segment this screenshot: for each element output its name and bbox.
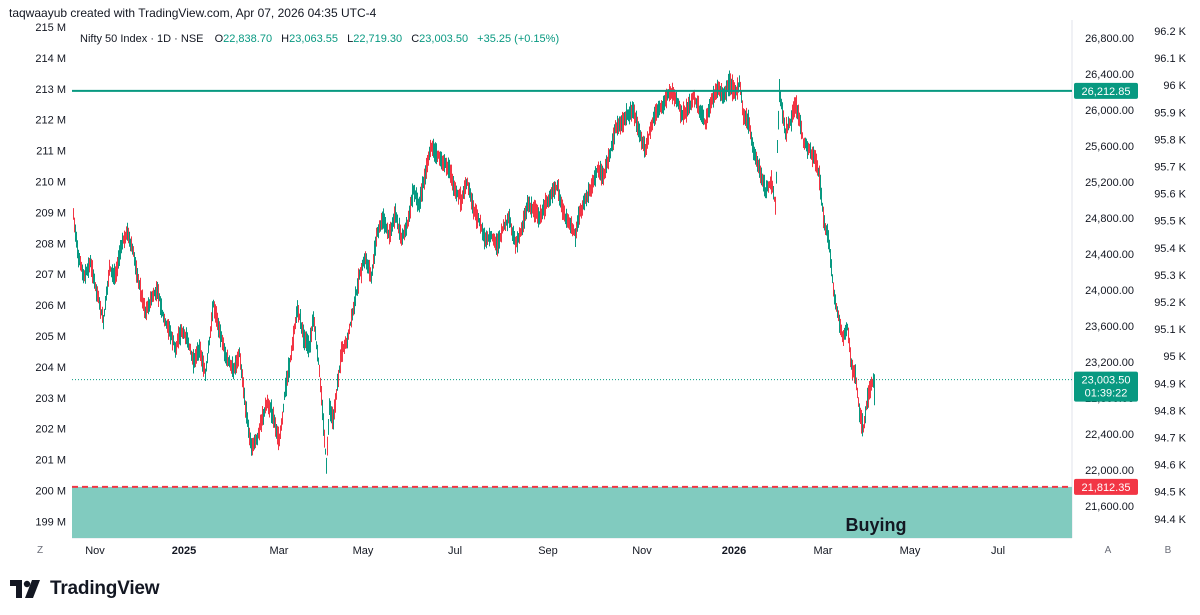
left-axis-tick: 211 M [36,146,66,158]
tradingview-logo-text: TradingView [50,578,160,599]
time-axis-tick: Nov [85,545,105,557]
time-axis-tick: Mar [270,545,289,557]
resistance-price-label: 26,212.85 [1082,86,1131,98]
right-axis-tick: 95.6 K [1154,189,1186,201]
support-price-tag [1074,478,1138,495]
price-axis-tick: 26,400.00 [1085,69,1134,81]
left-scale[interactable]: 215 M 214 M 213 M 212 M 211 M 210 M 209 M 208 M… [35,22,66,528]
right-axis-tick: 95 K [1163,351,1186,363]
price-axis-tick: 22,400.00 [1085,429,1134,441]
tradingview-logo[interactable]: TradingView [10,578,160,600]
left-axis-tick: 210 M [35,177,66,189]
right-axis-tick: 95.5 K [1154,216,1186,228]
left-axis-tick: 213 M [35,84,66,96]
legend-low-value: 22,719.30 [353,33,402,45]
chart-legend: Nifty 50 Index · 1D · NSE O22,838.70 H23… [80,33,559,45]
plot-area [72,20,1072,538]
legend-open-label: O [215,33,224,45]
left-axis-tick: 208 M [35,238,66,250]
price-axis-tick: 24,800.00 [1085,213,1134,225]
time-axis-tick: Jul [991,545,1005,557]
right-axis-tick: 96.1 K [1154,53,1186,65]
right-axis-tick: 95.2 K [1154,297,1186,309]
price-axis-tick: 21,600.00 [1085,501,1134,513]
right-axis-tick: 94.9 K [1154,378,1186,390]
scale-mode-button[interactable]: B [1165,545,1172,556]
tradingview-logo-icon [10,580,40,598]
chart-credit: taqwaayub created with TradingView.com, … [9,6,377,20]
left-axis-tick: 199 M [35,516,66,528]
last-price-label: 23,003.50 [1082,375,1131,387]
right-axis-tick: 95.3 K [1154,270,1186,282]
auto-scale-button[interactable]: A [1105,545,1112,556]
price-axis-tick: 22,000.00 [1085,465,1134,477]
levels-layer [72,89,1072,488]
right-axis-tick: 95.4 K [1154,243,1186,255]
right-axis-tick: 94.4 K [1154,514,1186,526]
time-scale[interactable]: Nov 2025 Mar May Jul Sep Nov 2026 Mar May Jul [85,545,1005,557]
left-axis-tick: 200 M [35,486,66,498]
last-price-tag [1074,371,1138,402]
right-axis-tick: 94.7 K [1154,433,1186,445]
buying-zone-label: Buying [846,515,907,535]
time-axis-tick: 2026 [722,545,746,557]
right-scale[interactable]: 96.2 K 96.1 K 96 K 95.9 K 95.8 K 95.7 K 95.6 K… [1154,26,1186,526]
time-axis-tick: Sep [538,545,558,557]
right-axis-tick: 95.9 K [1154,107,1186,119]
right-axis-tick: 95.8 K [1154,134,1186,146]
legend-close-value: 23,003.50 [419,33,468,45]
bar-countdown-label: 01:39:22 [1085,388,1128,400]
time-axis-tick: Mar [814,545,833,557]
right-axis-tick: 95.1 K [1154,324,1186,336]
time-axis-tick: May [900,545,921,557]
legend-change: +35.25 (+0.15%) [477,33,559,45]
left-axis-tick: 212 M [35,115,66,127]
right-axis-tick: 96 K [1163,80,1186,92]
left-axis-tick: 202 M [35,424,66,436]
legend-high-label: H [281,33,289,45]
time-axis-tick: Jul [448,545,462,557]
legend-symbol: Nifty 50 Index · 1D · NSE [80,33,204,45]
price-axis-tick: 26,000.00 [1085,105,1134,117]
right-axis-tick: 94.8 K [1154,405,1186,417]
left-axis-tick: 204 M [35,362,66,374]
time-axis-tick: May [353,545,374,557]
legend-open-value: 22,838.70 [223,33,272,45]
left-axis-tick: 206 M [35,300,66,312]
buying-zone [72,486,1072,538]
left-axis-tick: 203 M [35,393,66,405]
left-axis-tick: 205 M [35,331,66,343]
support-price-label: 21,812.35 [1082,482,1131,494]
right-axis-tick: 94.5 K [1154,487,1186,499]
time-axis-tick: 2025 [172,545,196,557]
left-axis-tick: 207 M [35,269,66,281]
legend-close-label: C [411,33,419,45]
left-axis-tick: 215 M [35,22,66,34]
left-axis-tick: 201 M [35,455,66,467]
resistance-price-tag [1074,82,1138,99]
right-axis-tick: 95.7 K [1154,162,1186,174]
candles-layer [73,70,875,474]
time-axis-tick: Nov [632,545,652,557]
buying-zone-layer: Buying [72,486,1072,538]
price-axis-tick: 25,200.00 [1085,177,1134,189]
left-axis-tick: 209 M [35,207,66,219]
zoom-button[interactable]: Z [37,545,43,556]
price-axis-tick: 25,600.00 [1085,141,1134,153]
price-axis-tick: 23,200.00 [1085,357,1134,369]
price-axis-tick: 24,400.00 [1085,249,1134,261]
legend-high-value: 23,063.55 [289,33,338,45]
price-axis-tick: 23,600.00 [1085,321,1134,333]
right-axis-tick: 96.2 K [1154,26,1186,38]
legend-low-label: L [347,33,353,45]
price-axis-tick: 24,000.00 [1085,285,1134,297]
price-axis-tick: 26,800.00 [1085,33,1134,45]
right-axis-tick: 94.6 K [1154,460,1186,472]
left-axis-tick: 214 M [35,53,66,65]
price-scale[interactable]: 26,800.00 26,400.00 26,000.00 25,600.00 25,2… [1074,33,1138,513]
